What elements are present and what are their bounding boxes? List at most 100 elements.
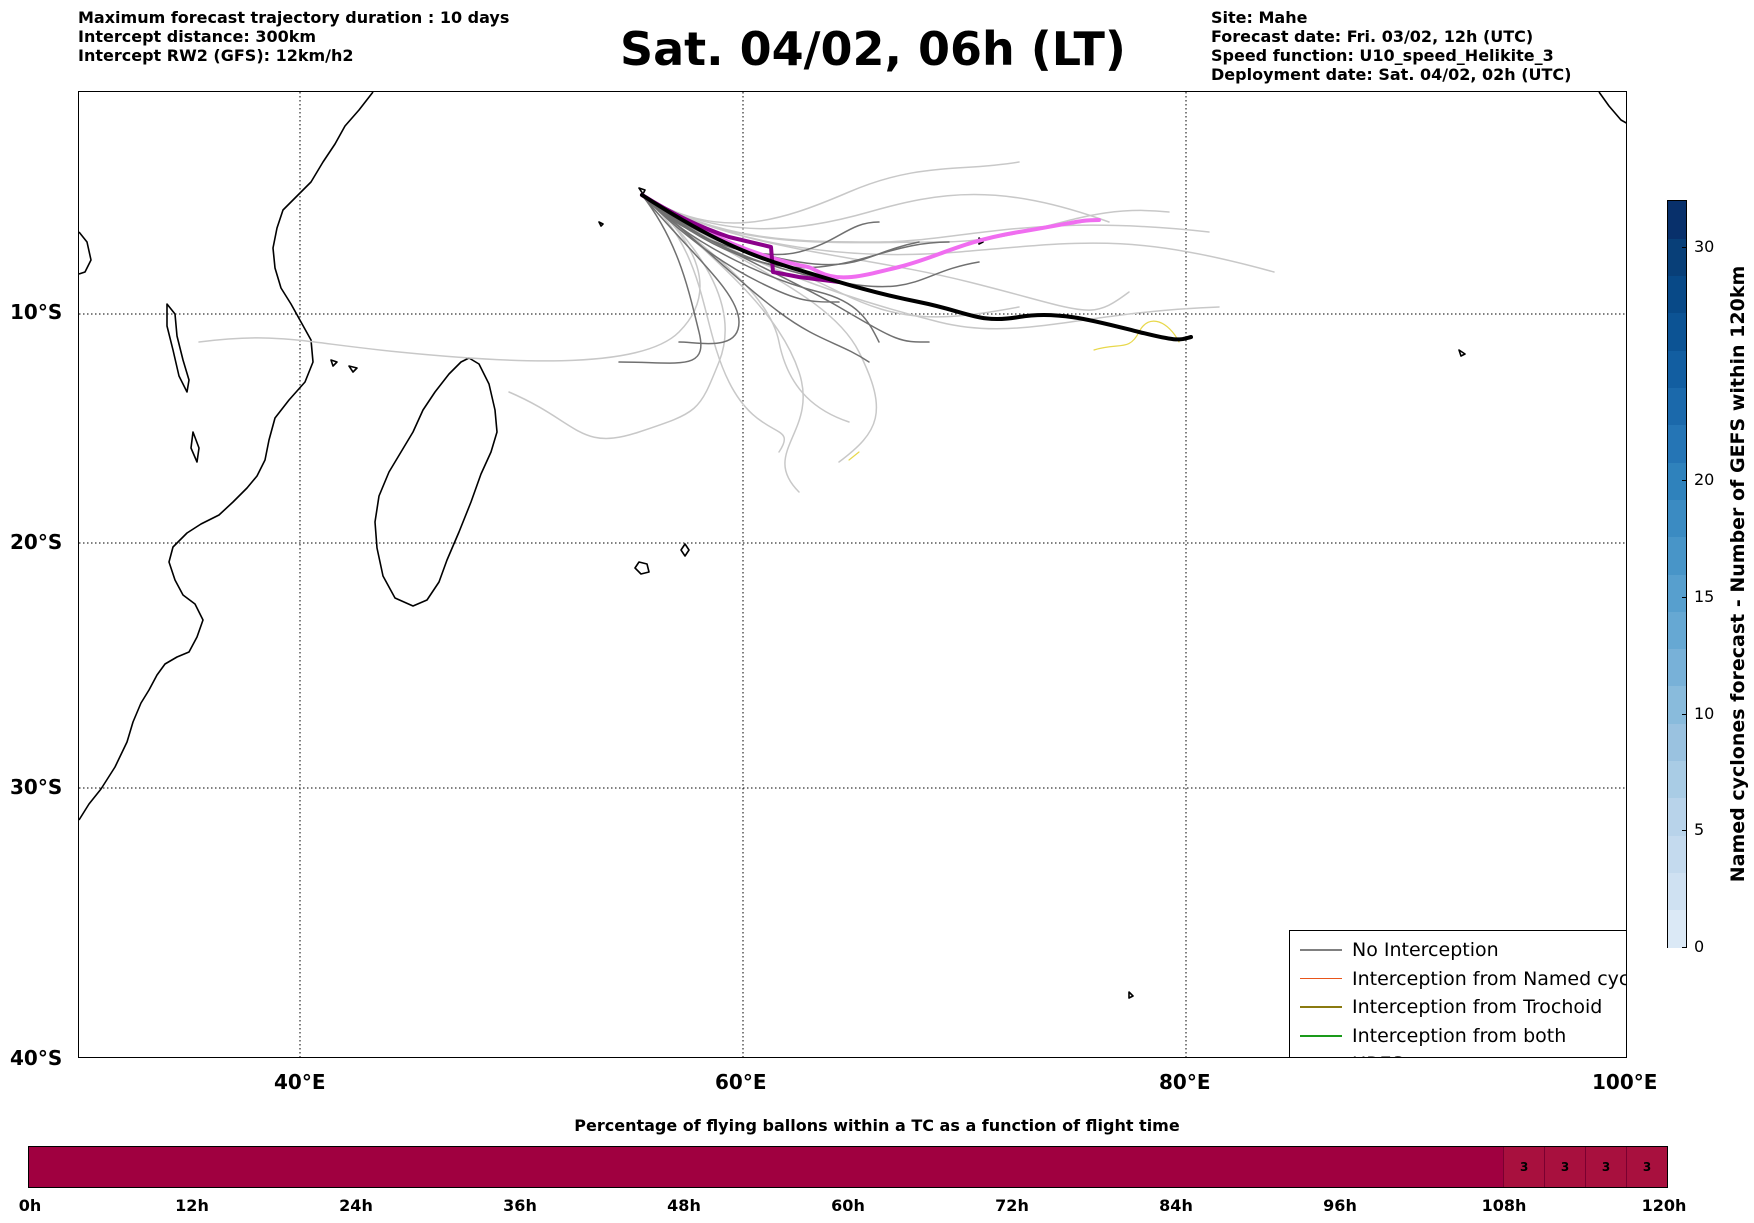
lon-label-40e: 40°E <box>274 1070 326 1094</box>
ensemble-track-dark <box>641 194 930 343</box>
max-duration-text: Maximum forecast trajectory duration : 1… <box>78 8 510 27</box>
ensemble-track-dark <box>641 194 870 363</box>
timeline-cell: 3 <box>1503 1147 1545 1187</box>
colorbar-label: Named cyclones forecast - Number of GEFS… <box>1727 265 1749 883</box>
colorbar-tick-label: 5 <box>1694 820 1705 840</box>
intercept-rw2-text: Intercept RW2 (GFS): 12km/h2 <box>78 46 354 65</box>
timeline-tick-label: 36h <box>503 1196 537 1215</box>
legend-swatch <box>1300 1035 1342 1037</box>
timeline-tick-label: 108h <box>1481 1196 1527 1215</box>
colorbar-segment <box>1668 312 1686 351</box>
coastline-small-islands-east <box>1128 349 1466 999</box>
colorbar-segment <box>1668 797 1686 836</box>
colorbar-tick-mark <box>1682 596 1687 598</box>
timeline-tick-label: 120h <box>1641 1196 1687 1215</box>
lat-label-10s: 10°S <box>10 300 63 324</box>
ensemble-track-dark <box>641 194 840 303</box>
deployment-date-text: Deployment date: Sat. 04/02, 02h (UTC) <box>1211 65 1572 84</box>
legend-label: Interception from Named cyclone <box>1352 967 1627 990</box>
timeline-cell: 3 <box>1544 1147 1586 1187</box>
colorbar-tick-label: 10 <box>1694 703 1715 723</box>
header-right-info: Site: Mahe Forecast date: Fri. 03/02, 12… <box>1211 8 1571 84</box>
coastline-sri-lanka-tip <box>1598 92 1626 124</box>
colorbar-segment <box>1668 275 1686 314</box>
colorbar-segment <box>1668 909 1686 948</box>
ensemble-track-light <box>641 194 850 423</box>
legend-item: Interception from both <box>1290 1023 1626 1049</box>
lon-label-100e: 100°E <box>1592 1070 1658 1094</box>
colorbar-segment <box>1668 387 1686 426</box>
colorbar-segment <box>1668 835 1686 873</box>
gridlines <box>79 92 1626 1057</box>
coastline-lake-malawi <box>190 431 200 463</box>
colorbar-tick-mark <box>1682 246 1687 248</box>
analysis-track <box>640 193 1193 342</box>
coastline-lake-victoria <box>79 231 92 275</box>
timeline-tick-label: 48h <box>667 1196 701 1215</box>
map-canvas[interactable] <box>79 92 1627 1058</box>
legend-swatch <box>1300 1006 1342 1008</box>
colorbar-segment <box>1668 648 1686 687</box>
legend-item: No Interception <box>1290 937 1626 963</box>
header-left-info: Maximum forecast trajectory duration : 1… <box>78 8 509 65</box>
colorbar-segment <box>1668 201 1686 239</box>
page-title: Sat. 04/02, 06h (LT) <box>620 22 1126 76</box>
legend-swatch <box>1300 977 1342 980</box>
map-panel[interactable]: No Interception Interception from Named c… <box>78 91 1627 1058</box>
legend: No Interception Interception from Named c… <box>1289 930 1627 1057</box>
timeline-tick-label: 0h <box>18 1196 42 1215</box>
ensemble-track-light <box>641 194 785 453</box>
timeline-cell: 3 <box>1626 1147 1667 1187</box>
ensemble-track-light <box>641 194 1130 311</box>
timeline-tick-label: 60h <box>831 1196 865 1215</box>
legend-label: No Interception <box>1352 939 1499 961</box>
legend-item: Interception from Trochoid <box>1290 994 1626 1020</box>
lon-label-60e: 60°E <box>715 1070 767 1094</box>
colorbar-segment <box>1668 424 1686 463</box>
coastline-comoros <box>330 359 358 373</box>
coastline-lake-tanganyika <box>166 303 190 393</box>
legend-item: Interception from Named cyclone <box>1290 966 1627 992</box>
colorbar-segment <box>1668 536 1686 575</box>
timeline-tick-label: 24h <box>339 1196 373 1215</box>
ensemble-track-dark <box>641 194 740 345</box>
lon-label-80e: 80°E <box>1159 1070 1211 1094</box>
forecast-date-text: Forecast date: Fri. 03/02, 12h (UTC) <box>1211 27 1534 46</box>
speed-function-text: Speed function: U10_speed_Helikite_3 <box>1211 46 1554 65</box>
coastlines <box>79 92 1626 999</box>
trochoid-track-2 <box>848 451 860 461</box>
timeline-tick-label: 96h <box>1323 1196 1357 1215</box>
colorbar-segment <box>1668 238 1686 277</box>
intercept-distance-text: Intercept distance: 300km <box>78 27 317 46</box>
colorbar-segment <box>1668 462 1686 500</box>
ensemble-track-dark <box>641 194 880 343</box>
legend-swatch <box>1300 949 1342 951</box>
lat-label-40s: 40°S <box>10 1046 63 1070</box>
legend-item: HRES <box>1290 1051 1626 1057</box>
hres-track-pink <box>640 193 1101 280</box>
timeline-title: Percentage of flying ballons within a TC… <box>574 1116 1180 1135</box>
timeline-cell: 3 <box>1585 1147 1627 1187</box>
colorbar-tick-mark <box>1682 713 1687 715</box>
legend-label: Interception from both <box>1352 1024 1567 1047</box>
colorbar-tick-label: 20 <box>1694 470 1715 490</box>
site-text: Site: Mahe <box>1211 8 1308 27</box>
colorbar-segment <box>1668 574 1686 612</box>
colorbar-tick-mark <box>1682 480 1687 482</box>
colorbar-segment <box>1668 499 1686 538</box>
ensemble-track-dark <box>641 194 880 256</box>
colorbar-tick-mark <box>1682 947 1687 948</box>
ensemble-track-light <box>641 194 804 493</box>
colorbar-tick-mark <box>1682 830 1687 832</box>
colorbar-segment <box>1668 760 1686 799</box>
ensemble-track-light <box>198 194 701 362</box>
coastline-seychelles <box>598 187 646 227</box>
lat-label-30s: 30°S <box>10 775 63 799</box>
colorbar-tick-label: 0 <box>1694 937 1705 956</box>
legend-label: Interception from Trochoid <box>1352 996 1603 1019</box>
colorbar <box>1667 200 1687 948</box>
ensemble-track-light <box>641 194 1220 330</box>
colorbar-segment <box>1668 872 1686 911</box>
colorbar-segment <box>1668 685 1686 724</box>
